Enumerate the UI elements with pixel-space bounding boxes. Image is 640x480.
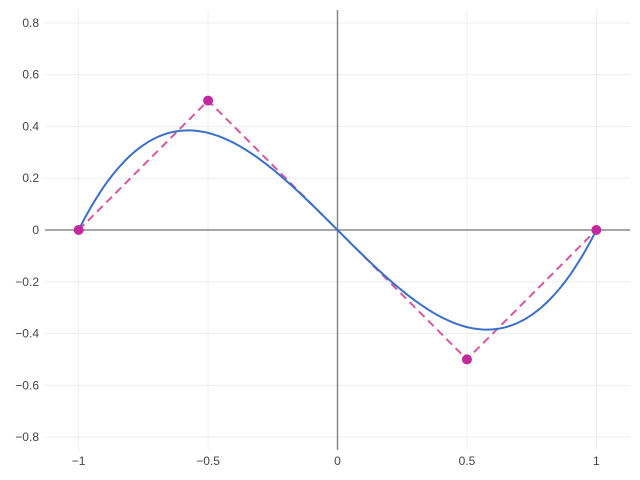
x-tick-label: 1: [593, 454, 600, 468]
y-tick-label: 0.8: [22, 16, 39, 30]
x-tick-label: −0.5: [196, 454, 220, 468]
curve-line: [77, 129, 598, 331]
x-tick-label: 0.5: [459, 454, 476, 468]
y-tick-label: 0: [32, 223, 39, 237]
control-point-marker: [591, 225, 602, 235]
tick-labels: −1 −0.5 0 0.5 1 −0.8 −0.6 −0.4 −0.2 0 0.2 0.4 0.6 0.8: [15, 16, 600, 468]
y-tick-label: −0.2: [15, 275, 39, 289]
y-tick-label: −0.8: [15, 430, 39, 444]
y-tick-label: −0.4: [15, 327, 39, 341]
series-layer: [73, 95, 602, 365]
y-tick-label: 0.4: [22, 119, 39, 133]
control-point-marker: [73, 225, 84, 235]
control-point-marker: [203, 95, 214, 106]
y-tick-label: 0.2: [22, 171, 39, 185]
y-tick-label: 0.6: [22, 68, 39, 82]
y-tick-label: −0.6: [15, 378, 39, 392]
control-point-marker: [461, 354, 472, 365]
x-tick-label: −1: [72, 454, 86, 468]
x-tick-label: 0: [334, 454, 341, 468]
